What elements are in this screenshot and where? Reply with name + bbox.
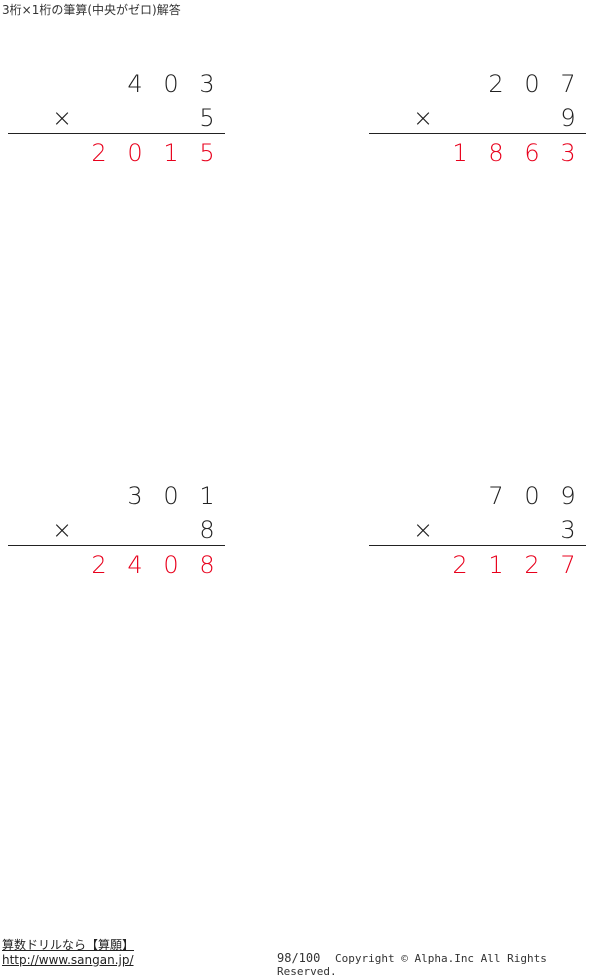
multiplicand-digit: 0 (163, 482, 179, 510)
multiplicand-digit: 9 (560, 482, 576, 510)
answer-digit: 2 (452, 551, 468, 579)
multiplication-problem: 4 0 3 × 5 2 0 1 5 (8, 70, 228, 167)
multiplicand-digit: 7 (560, 70, 576, 98)
answer-digit: 0 (163, 551, 179, 579)
answer-digit: 2 (91, 551, 107, 579)
sum-line (8, 545, 225, 546)
times-sign: × (51, 104, 73, 132)
multiplicand-digit: 0 (524, 70, 540, 98)
multiplicand-digit: 2 (488, 70, 504, 98)
multiplicand-digit: 3 (199, 70, 215, 98)
multiplier-digit: 5 (199, 104, 215, 132)
multiplicand-digit: 1 (199, 482, 215, 510)
multiplier-digit: 9 (560, 104, 576, 132)
answer-digit: 1 (163, 139, 179, 167)
multiplicand-digit: 4 (127, 70, 143, 98)
multiplication-problem: 7 0 9 × 3 2 1 2 7 (369, 482, 589, 579)
multiplicand-digit: 0 (163, 70, 179, 98)
times-sign: × (412, 516, 434, 544)
multiplicand-digit: 7 (488, 482, 504, 510)
multiplicand-digit: 3 (127, 482, 143, 510)
answer-digit: 1 (488, 551, 504, 579)
answer-digit: 0 (127, 139, 143, 167)
answer-digit: 4 (127, 551, 143, 579)
answer-digit: 5 (199, 139, 215, 167)
answer-digit: 2 (91, 139, 107, 167)
sum-line (369, 545, 586, 546)
footer-info: 98/100 Copyright © Alpha.Inc All Rights … (277, 951, 600, 978)
answer-digit: 8 (488, 139, 504, 167)
sum-line (369, 133, 586, 134)
multiplication-problem: 3 0 1 × 8 2 4 0 8 (8, 482, 228, 579)
multiplicand-digit: 0 (524, 482, 540, 510)
answer-digit: 6 (524, 139, 540, 167)
multiplier-digit: 8 (199, 516, 215, 544)
footer-links: 算数ドリルなら【算願】 http://www.sangan.jp/ (2, 938, 134, 968)
answer-digit: 1 (452, 139, 468, 167)
times-sign: × (412, 104, 434, 132)
sum-line (8, 133, 225, 134)
multiplier-digit: 3 (560, 516, 576, 544)
answer-digit: 3 (560, 139, 576, 167)
answer-digit: 2 (524, 551, 540, 579)
page-title: 3桁×1桁の筆算(中央がゼロ)解答 (2, 3, 181, 17)
answer-digit: 7 (560, 551, 576, 579)
site-url-link[interactable]: http://www.sangan.jp/ (2, 953, 134, 967)
multiplication-problem: 2 0 7 × 9 1 8 6 3 (369, 70, 589, 167)
site-name-link[interactable]: 算数ドリルなら【算願】 (2, 938, 135, 952)
times-sign: × (51, 516, 73, 544)
answer-digit: 8 (199, 551, 215, 579)
page-number: 98/100 (277, 951, 321, 965)
